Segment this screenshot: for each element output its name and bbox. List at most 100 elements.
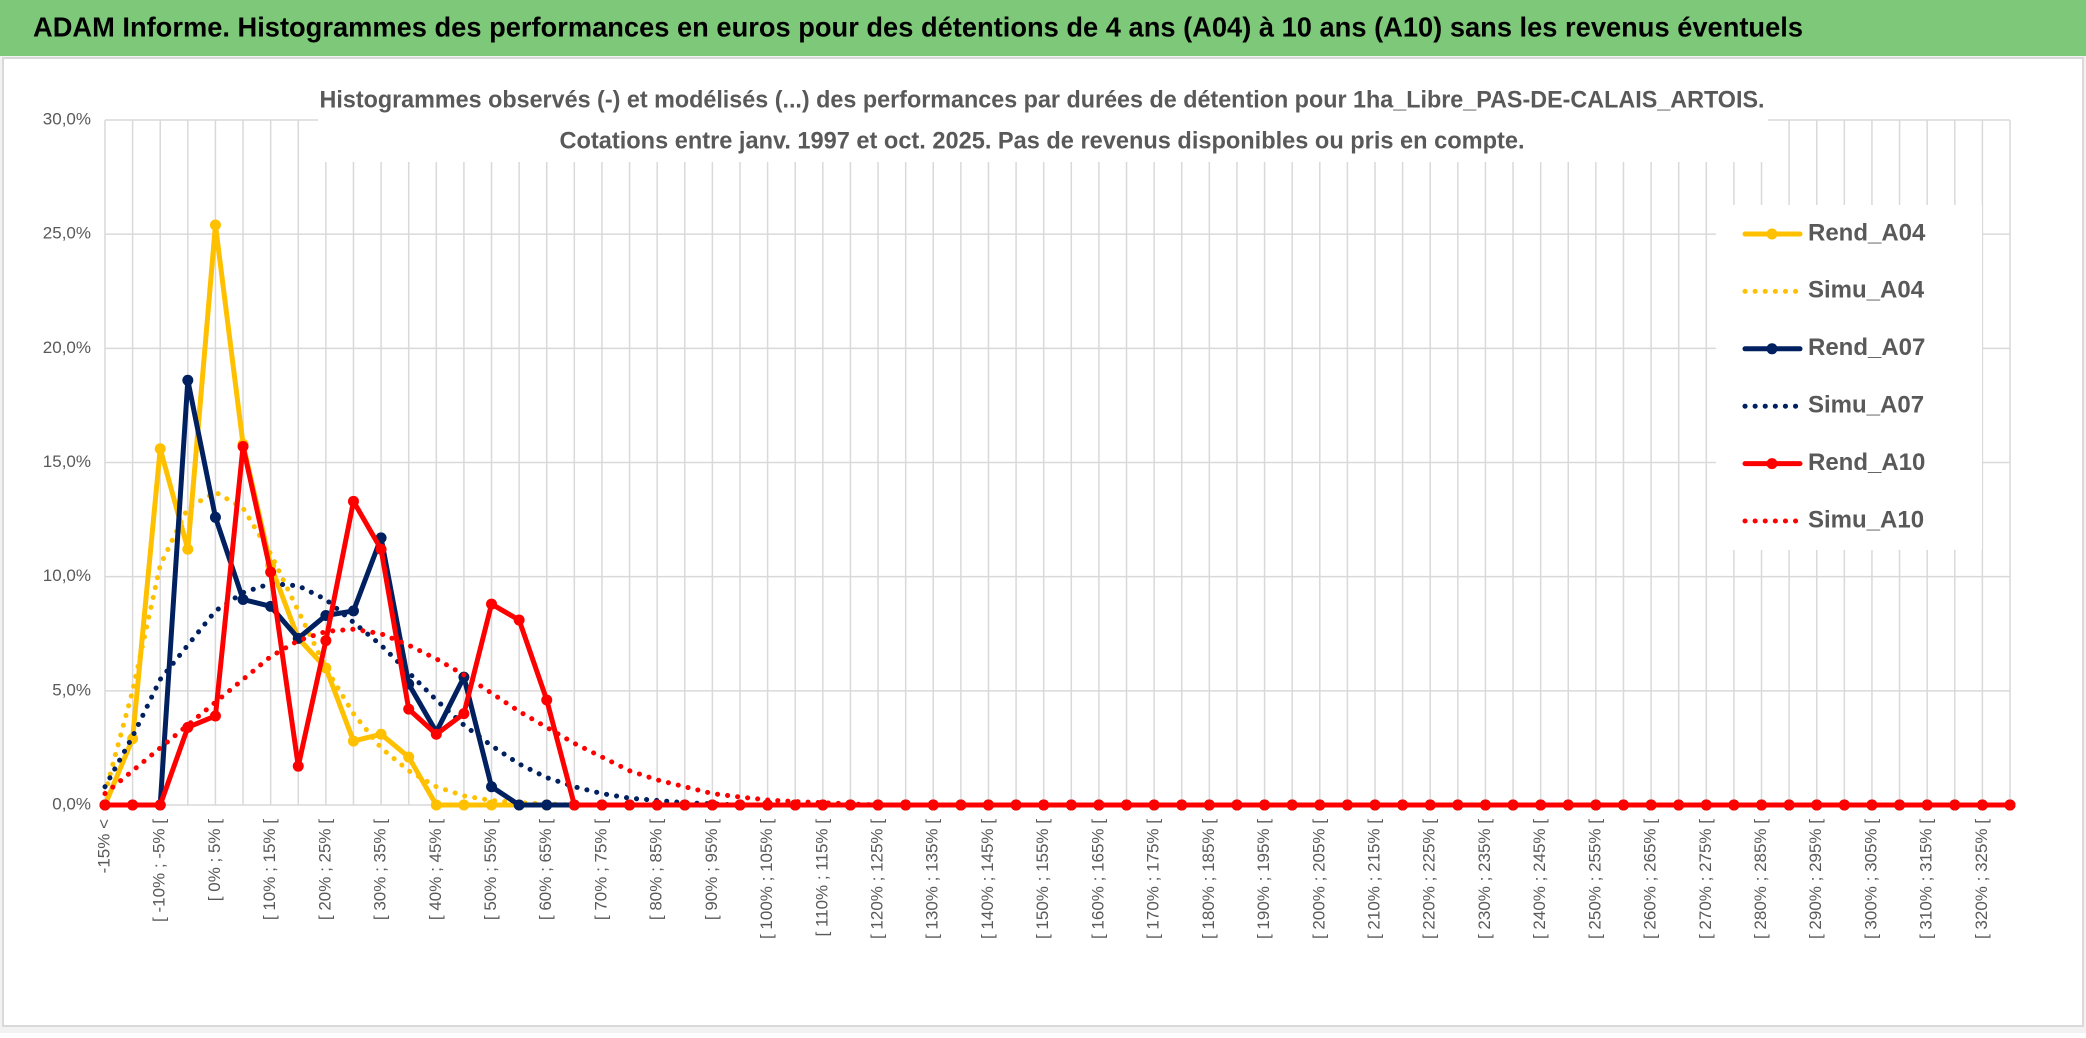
series-marker bbox=[237, 594, 249, 605]
series-marker bbox=[292, 760, 304, 772]
series-marker bbox=[154, 799, 166, 811]
series-marker bbox=[430, 799, 442, 811]
series-marker bbox=[513, 614, 525, 626]
legend-label: Simu_A10 bbox=[1808, 506, 1924, 533]
x-tick-label: [ 230% ; 235% [ bbox=[1475, 819, 1494, 939]
series-marker bbox=[1341, 799, 1353, 811]
series-marker bbox=[1617, 799, 1629, 811]
legend-marker bbox=[1766, 228, 1778, 240]
series-marker bbox=[1121, 799, 1133, 811]
series-marker bbox=[568, 799, 580, 811]
x-tick-label: [ 220% ; 225% [ bbox=[1420, 819, 1439, 939]
series-marker bbox=[1424, 799, 1436, 811]
x-tick-label: [ 290% ; 295% [ bbox=[1806, 819, 1825, 939]
x-tick-label: [ 180% ; 185% [ bbox=[1199, 819, 1218, 939]
x-tick-label: [ 240% ; 245% [ bbox=[1530, 819, 1549, 939]
series-marker bbox=[458, 799, 470, 811]
x-tick-label: [ 90% ; 95% [ bbox=[702, 819, 721, 920]
x-tick-label: [ 30% ; 35% [ bbox=[371, 819, 390, 920]
series-marker bbox=[127, 799, 139, 811]
series-marker bbox=[1838, 799, 1850, 811]
series-marker bbox=[1010, 799, 1022, 811]
legend-background bbox=[1716, 205, 1982, 550]
series-marker bbox=[347, 605, 359, 617]
series-marker bbox=[1535, 799, 1547, 811]
series-marker bbox=[624, 799, 636, 811]
header-bar bbox=[0, 0, 2086, 56]
y-tick-label: 20,0% bbox=[43, 338, 91, 357]
series-marker bbox=[1314, 799, 1326, 811]
y-tick-label: 25,0% bbox=[43, 224, 91, 243]
plot bbox=[99, 219, 2016, 811]
series-marker bbox=[403, 703, 415, 715]
series-marker bbox=[1756, 799, 1768, 811]
series-marker bbox=[1203, 799, 1215, 811]
legend-label: Simu_A04 bbox=[1808, 277, 1925, 304]
y-tick-label: 10,0% bbox=[43, 566, 91, 585]
series-marker bbox=[99, 799, 111, 811]
legend-marker bbox=[1766, 343, 1778, 355]
x-tick-label: [ 280% ; 285% [ bbox=[1751, 819, 1770, 939]
title-background bbox=[318, 82, 1768, 162]
series-marker bbox=[486, 781, 498, 793]
y-tick-label: 5,0% bbox=[52, 680, 91, 699]
legend-label: Simu_A07 bbox=[1808, 392, 1924, 419]
series-marker bbox=[486, 598, 498, 610]
series-marker bbox=[596, 799, 608, 811]
legend-label: Rend_A04 bbox=[1808, 219, 1926, 246]
x-tick-label: [ 10% ; 15% [ bbox=[260, 819, 279, 920]
x-tick-label: [ 160% ; 165% [ bbox=[1088, 819, 1107, 939]
x-tick-label: [ 100% ; 105% [ bbox=[757, 819, 776, 939]
series-marker bbox=[209, 219, 221, 231]
x-tick-label: [ 300% ; 305% [ bbox=[1861, 819, 1880, 939]
series-marker bbox=[320, 635, 332, 647]
series-marker bbox=[706, 799, 718, 811]
series-marker bbox=[182, 374, 194, 386]
series-marker bbox=[1038, 799, 1050, 811]
x-tick-label: [ 210% ; 215% [ bbox=[1364, 819, 1383, 939]
x-tick-label: [ 80% ; 85% [ bbox=[647, 819, 666, 920]
series-marker bbox=[762, 799, 774, 811]
series-marker bbox=[1866, 799, 1878, 811]
x-tick-label: [ 120% ; 125% [ bbox=[868, 819, 887, 939]
series-marker bbox=[347, 735, 359, 747]
series-marker bbox=[1645, 799, 1657, 811]
x-tick-label: [ 0% ; 5% [ bbox=[205, 819, 224, 901]
header-title: ADAM Informe. Histogrammes des performan… bbox=[33, 11, 1803, 42]
x-tick-label: [ 260% ; 265% [ bbox=[1641, 819, 1660, 939]
chart-subtitle: Cotations entre janv. 1997 et oct. 2025.… bbox=[560, 127, 1525, 154]
series-marker bbox=[1452, 799, 1464, 811]
series-line bbox=[102, 444, 2013, 808]
series-marker bbox=[375, 543, 387, 555]
x-tick-label: [ 170% ; 175% [ bbox=[1144, 819, 1163, 939]
series-marker bbox=[347, 495, 359, 507]
x-tick-label: [ 150% ; 155% [ bbox=[1033, 819, 1052, 939]
y-tick-label: 15,0% bbox=[43, 452, 91, 471]
y-tick-label: 30,0% bbox=[43, 109, 91, 128]
x-tick-label: [ 270% ; 275% [ bbox=[1696, 819, 1715, 939]
series-marker bbox=[900, 799, 912, 811]
series-marker bbox=[182, 543, 194, 555]
series-marker bbox=[1231, 799, 1243, 811]
series-marker bbox=[1728, 799, 1740, 811]
chart-title: Histogrammes observés (-) et modélisés (… bbox=[320, 86, 1765, 113]
series-marker bbox=[1949, 799, 1961, 811]
x-tick-label: [ 40% ; 45% [ bbox=[426, 819, 445, 920]
series-marker bbox=[1562, 799, 1574, 811]
x-tick-label: [ 130% ; 135% [ bbox=[923, 819, 942, 939]
series-marker bbox=[403, 751, 415, 763]
series-marker bbox=[927, 799, 939, 811]
series-marker bbox=[430, 728, 442, 740]
series-marker bbox=[679, 799, 691, 811]
series-marker bbox=[541, 694, 553, 706]
series-marker bbox=[651, 799, 663, 811]
x-tick-label: [ 190% ; 195% [ bbox=[1254, 819, 1273, 939]
series-marker bbox=[1976, 799, 1988, 811]
x-tick-label: [ -10% ; -5% [ bbox=[150, 819, 169, 922]
series-marker bbox=[375, 728, 387, 740]
x-tick-label: [ 310% ; 315% [ bbox=[1917, 819, 1936, 939]
series-marker bbox=[541, 799, 553, 811]
x-tick-label: [ 320% ; 325% [ bbox=[1972, 819, 1991, 939]
x-tick-label: -15% < bbox=[94, 819, 113, 873]
